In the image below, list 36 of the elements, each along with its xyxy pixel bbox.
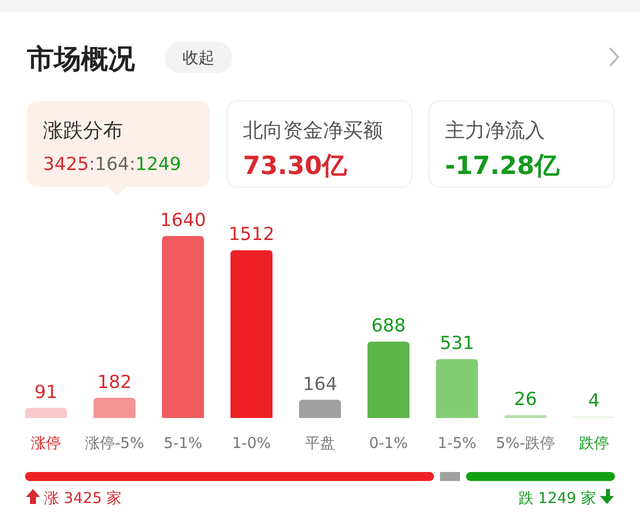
text: 涨跌分布 [43, 118, 123, 142]
text: 主力净流入 [445, 118, 545, 142]
data-label: 4 [588, 390, 600, 412]
bar [162, 236, 204, 418]
text: 涨 3425 家 [44, 489, 122, 507]
x-tick-label: 5%-跌停 [496, 434, 556, 452]
data-label: 531 [440, 333, 474, 354]
bar [299, 400, 341, 418]
bar [368, 342, 410, 418]
data-label: 688 [371, 316, 406, 337]
x-tick-label: 涨停 [31, 434, 61, 452]
text: 73.30亿 [243, 151, 348, 180]
x-tick-label: 0-1% [369, 434, 408, 452]
data-label: 91 [34, 382, 58, 403]
bar [25, 408, 67, 418]
x-tick-label: 5-1% [164, 434, 202, 452]
x-tick-label: 1-0% [232, 434, 271, 452]
bar [436, 359, 478, 418]
text: 3425:164:1249 [43, 154, 182, 175]
x-tick-label: 跌停 [579, 434, 609, 452]
text: 收起 [182, 48, 214, 67]
x-tick-label: 平盘 [305, 434, 335, 452]
bar [94, 398, 136, 418]
text: 北向资金净买额 [243, 118, 383, 142]
data-label: 26 [514, 389, 537, 410]
bar [230, 250, 272, 418]
data-label: 1512 [228, 224, 274, 246]
data-label: 164 [302, 374, 338, 395]
chart-title: 市场概况 [26, 44, 136, 75]
x-tick-label: 涨停-5% [84, 434, 144, 452]
x-tick-label: 1-5% [438, 434, 476, 452]
data-label: 1640 [160, 210, 206, 231]
data-label: 182 [97, 372, 132, 393]
text: 跌 1249 家 [518, 489, 596, 507]
text: -17.28亿 [445, 151, 560, 180]
bar [504, 415, 546, 418]
